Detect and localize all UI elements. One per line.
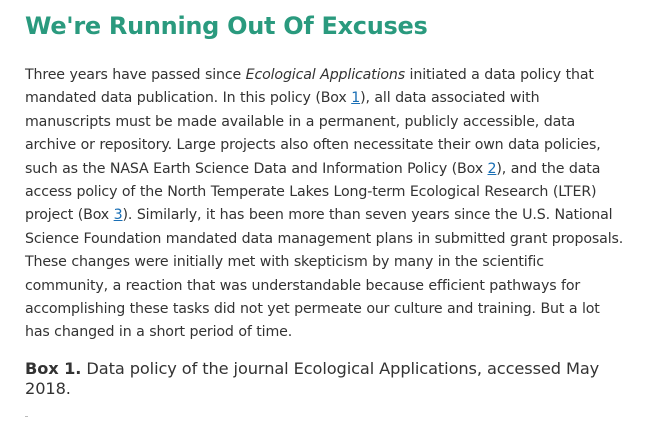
- box-2-link[interactable]: 2: [487, 160, 497, 177]
- paragraph-text: Three years have passed since: [25, 67, 246, 83]
- paragraph-text: ), and the data access policy of the Nor…: [25, 160, 601, 224]
- body-paragraph: Three years have passed since Ecological…: [25, 64, 625, 345]
- paragraph-text: initiated a data policy that mandated da…: [25, 67, 594, 107]
- box-1-label: Box 1.: [25, 358, 82, 378]
- section-heading: We're Running Out Of Excuses: [25, 12, 428, 40]
- paragraph-text: ), all data associated with manuscripts …: [25, 90, 601, 177]
- box-3-link[interactable]: 3: [113, 207, 123, 224]
- paragraph-text: ). Similarly, it has been more than seve…: [25, 207, 624, 341]
- box-1-link[interactable]: 1: [351, 90, 361, 107]
- article-section: We're Running Out Of Excuses Three years…: [25, 0, 625, 399]
- box-1-caption-text: Data policy of the journal Ecological Ap…: [25, 358, 600, 398]
- divider: [25, 416, 28, 417]
- journal-name: Ecological Applications: [245, 67, 406, 83]
- box-1-caption: Box 1. Data policy of the journal Ecolog…: [25, 359, 625, 399]
